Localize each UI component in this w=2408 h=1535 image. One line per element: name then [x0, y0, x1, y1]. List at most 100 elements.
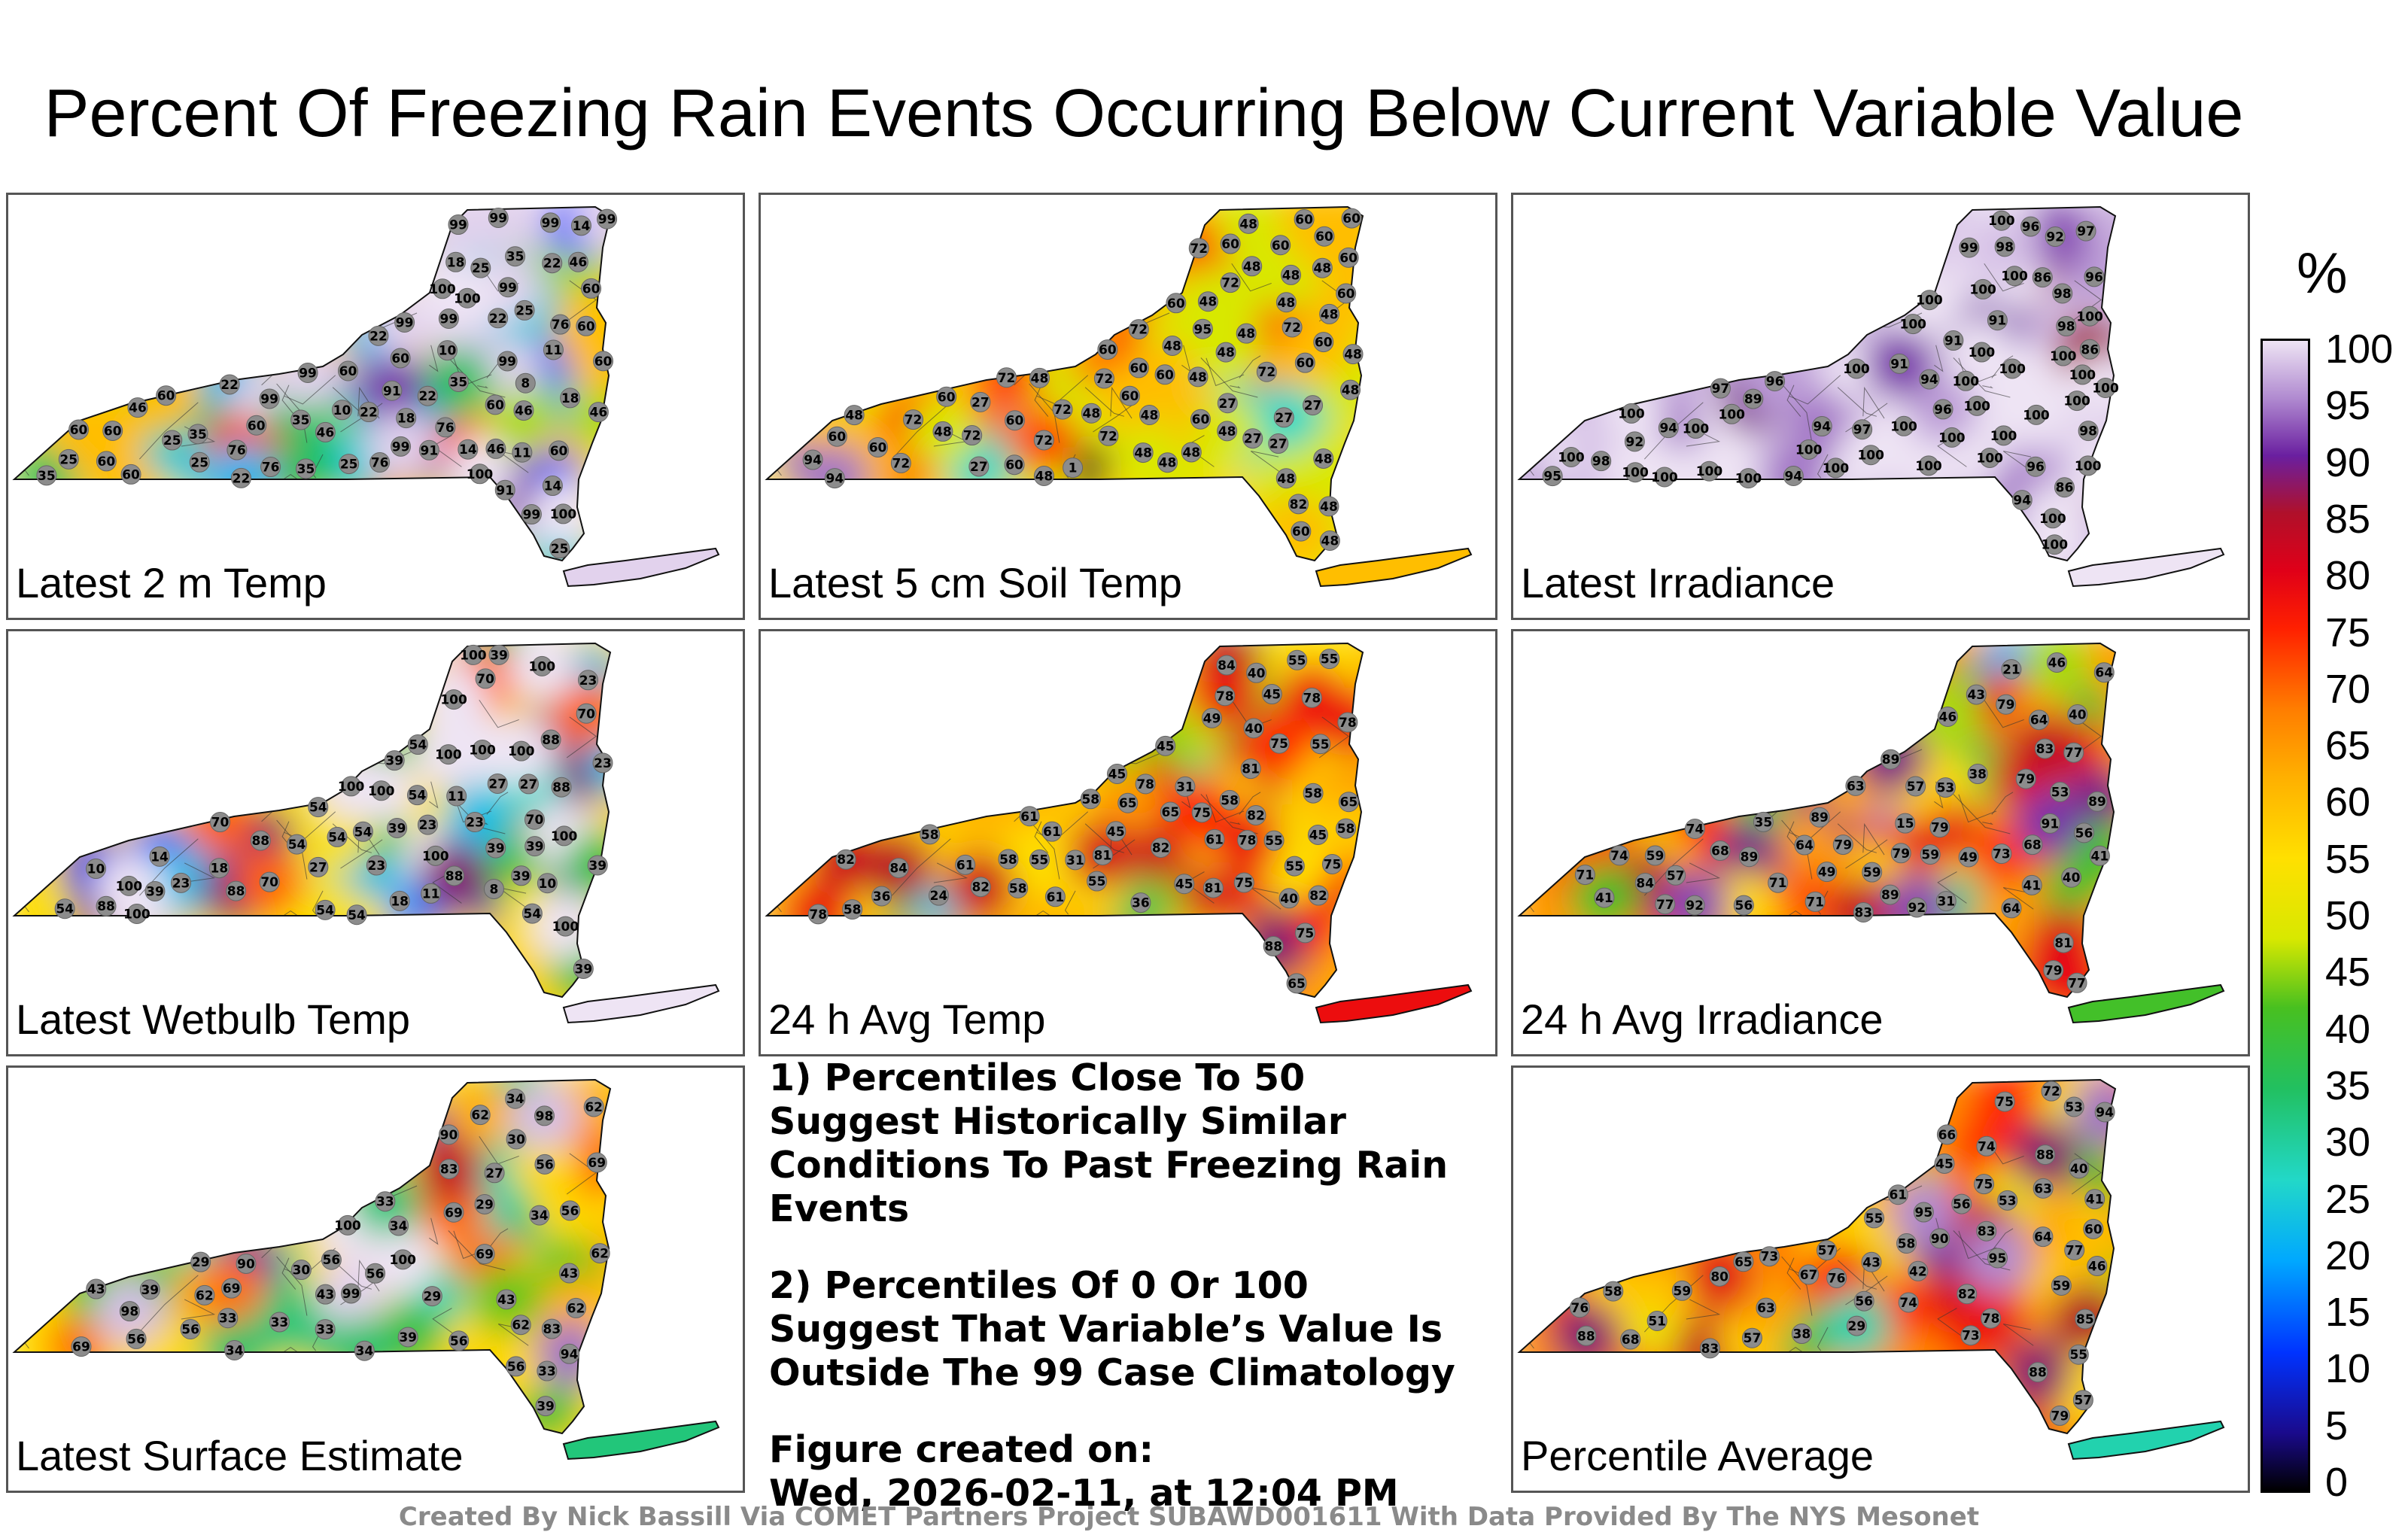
station-value: 100	[1795, 442, 1823, 457]
station-dot	[1139, 405, 1160, 426]
station-dot	[581, 278, 602, 299]
station-marker: 55	[1310, 734, 1331, 755]
station-dot	[269, 1312, 290, 1333]
station-dot	[1005, 410, 1026, 431]
county-line	[1837, 387, 1877, 417]
station-dot	[127, 397, 148, 418]
county-line	[81, 693, 104, 728]
station-marker: 59	[1862, 862, 1883, 883]
county-line	[1640, 1080, 1662, 1102]
station-marker: 77	[1655, 894, 1676, 915]
county-line	[888, 207, 909, 229]
station-value: 72	[1099, 429, 1117, 444]
map-panel-soil-temp: 60 27 48 60 72 48 72 95 60 72 72 48 60 82 60 94 72 48 48 1 2…	[759, 193, 1497, 620]
station-dot	[384, 750, 405, 771]
station-marker: 99	[597, 208, 618, 229]
station-value: 83	[440, 1163, 458, 1178]
station-marker: 90	[236, 1253, 257, 1274]
station-value: 10	[439, 344, 457, 359]
state-outline	[1517, 205, 2117, 562]
station-dot	[2072, 364, 2093, 385]
station-dot	[1291, 521, 1312, 542]
station-marker: 40	[1278, 888, 1300, 909]
station-marker: 54	[521, 903, 543, 924]
station-dot	[1318, 496, 1339, 517]
state-map: 3027293433303356696233343956438362566962…	[12, 1078, 720, 1461]
station-dot	[535, 1396, 556, 1417]
station-value: 60	[1099, 343, 1117, 358]
station-marker: 88	[551, 777, 572, 798]
station-dot	[2087, 791, 2108, 812]
station-marker: 55	[1087, 871, 1108, 892]
station-marker: 48	[1281, 264, 1302, 285]
station-dot	[1804, 891, 1826, 912]
station-marker: 71	[1804, 891, 1826, 912]
station-marker: 60	[1314, 226, 1335, 247]
station-value: 39	[512, 869, 531, 884]
station-marker: 35	[290, 409, 312, 430]
station-value: 100	[1963, 399, 1990, 414]
station-marker: 39	[387, 817, 408, 838]
station-value: 92	[1626, 435, 1644, 450]
station-marker: 70	[576, 703, 597, 724]
county-line	[1634, 253, 1656, 277]
station-value: 82	[1958, 1287, 1976, 1302]
station-dot	[868, 436, 889, 457]
station-marker: 58	[842, 899, 863, 920]
county-line	[1231, 263, 1272, 292]
station-marker: 56	[506, 1356, 527, 1377]
station-marker: 81	[1092, 845, 1113, 866]
station-value: 88	[445, 869, 464, 884]
station-value: 100	[1618, 406, 1645, 421]
station-dot	[541, 1318, 562, 1339]
station-dot	[1188, 238, 1209, 259]
station-marker: 27	[1242, 428, 1263, 449]
station-dot	[497, 277, 518, 298]
station-marker: 48	[1236, 323, 1257, 344]
station-value: 64	[2030, 713, 2048, 728]
station-value: 98	[1592, 454, 1610, 470]
station-marker: 99	[448, 214, 469, 236]
station-dot	[418, 439, 439, 460]
county-line	[1586, 1129, 1609, 1164]
station-value: 94	[2096, 1105, 2114, 1120]
station-dot	[1275, 292, 1297, 313]
station-value: 56	[561, 1204, 579, 1219]
station-dot	[226, 880, 247, 901]
station-dot	[497, 351, 518, 372]
station-value: 100	[334, 1218, 361, 1233]
station-marker: 30	[290, 1260, 312, 1281]
station-value: 53	[2051, 786, 2069, 801]
county-line	[1862, 386, 1885, 419]
station-dot	[835, 849, 856, 870]
station-marker: 61	[1204, 828, 1225, 850]
county-line	[1818, 962, 1827, 986]
station-marker: 100	[429, 278, 456, 299]
state-map: 5349645640384340217915357131416449465953…	[1517, 642, 2225, 1024]
station-dot	[2054, 477, 2075, 498]
station-dot	[1935, 891, 1956, 912]
station-marker: 74	[1684, 818, 1705, 839]
station-dot	[570, 215, 591, 236]
station-dot	[1319, 649, 1340, 670]
station-marker: 63	[2033, 1178, 2054, 1199]
station-dot	[149, 846, 170, 867]
station-dot	[444, 865, 465, 886]
county-line	[486, 1228, 509, 1251]
station-marker: 25	[189, 451, 210, 473]
station-marker: 60	[68, 419, 90, 440]
county-line	[65, 777, 105, 787]
station-value: 43	[1862, 1255, 1880, 1270]
station-dot	[1319, 303, 1340, 324]
station-value: 39	[526, 840, 544, 855]
county-line	[1878, 679, 1892, 704]
station-marker: 82	[1151, 837, 1172, 859]
station-dot	[1233, 872, 1254, 893]
station-marker: 100	[552, 916, 579, 937]
station-dot	[2075, 1309, 2096, 1330]
station-value: 60	[157, 389, 175, 404]
station-dot	[1603, 1281, 1624, 1302]
county-line	[281, 385, 296, 417]
station-marker: 57	[1816, 1240, 1837, 1261]
station-value: 100	[2039, 512, 2066, 527]
